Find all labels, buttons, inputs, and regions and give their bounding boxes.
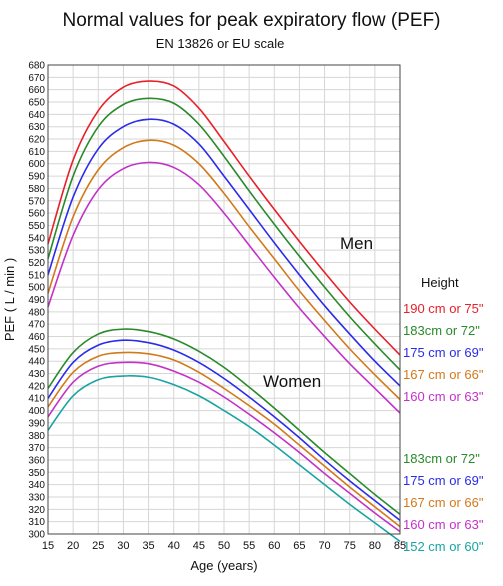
y-tick-label: 420 <box>28 381 45 392</box>
y-tick-label: 550 <box>28 221 45 232</box>
y-tick-label: 610 <box>28 147 45 158</box>
x-tick-label: 65 <box>293 540 305 552</box>
women-legend-entry: 175 cm or 69" <box>403 473 484 488</box>
men-legend-entry: 175 cm or 69" <box>403 345 484 360</box>
women-legend-entry: 160 cm or 63" <box>403 517 484 532</box>
chart-title: Normal values for peak expiratory flow (… <box>62 10 441 31</box>
x-tick-label: 35 <box>142 540 154 552</box>
y-tick-label: 330 <box>28 492 45 503</box>
x-tick-label: 55 <box>243 540 255 552</box>
y-tick-label: 670 <box>28 73 45 84</box>
y-tick-label: 380 <box>28 431 45 442</box>
plot-frame <box>47 64 401 535</box>
men-legend-entry: 183cm or 72" <box>403 323 480 338</box>
x-tick-label: 30 <box>117 540 129 552</box>
y-tick-label: 390 <box>28 418 45 429</box>
men-legend-entry: 160 cm or 63" <box>403 389 484 404</box>
y-tick-label: 440 <box>28 357 45 368</box>
chart-subtitle: EN 13826 or EU scale <box>155 36 285 51</box>
y-tick-label: 500 <box>28 283 45 294</box>
x-tick-label: 60 <box>268 540 280 552</box>
y-tick-label: 480 <box>28 307 45 318</box>
y-tick-label: 370 <box>28 443 45 454</box>
series-lines <box>47 80 401 543</box>
x-tick-label: 70 <box>318 540 330 552</box>
women-series-line <box>47 351 401 528</box>
y-tick-label: 510 <box>28 270 45 281</box>
y-tick-label: 520 <box>28 258 45 269</box>
x-tick-label: 20 <box>67 540 79 552</box>
y-tick-label: 680 <box>28 61 45 72</box>
y-tick-label: 660 <box>28 85 45 96</box>
women-legend-entry: 152 cm or 60" <box>403 539 484 554</box>
men-annotation: Men <box>340 234 373 253</box>
men-legend-entry: 190 cm or 75" <box>403 301 484 316</box>
y-tick-label: 350 <box>28 468 45 479</box>
y-tick-label: 570 <box>28 196 45 207</box>
y-tick-label: 400 <box>28 406 45 417</box>
y-tick-label: 620 <box>28 135 45 146</box>
y-tick-label: 310 <box>28 517 45 528</box>
y-tick-label: 460 <box>28 332 45 343</box>
y-tick-label: 470 <box>28 320 45 331</box>
y-tick-label: 560 <box>28 209 45 220</box>
legend: 190 cm or 75" 183cm or 72" 175 cm or 69" 16… <box>403 301 484 554</box>
y-tick-label: 530 <box>28 246 45 257</box>
x-tick-label: 15 <box>42 540 54 552</box>
x-tick-label: 25 <box>92 540 104 552</box>
y-tick-label: 340 <box>28 480 45 491</box>
men-series-line <box>47 97 401 371</box>
women-legend-entry: 167 cm or 66" <box>403 495 484 510</box>
grid-lines <box>47 64 401 535</box>
women-series-line <box>47 361 401 533</box>
women-series-line <box>47 339 401 522</box>
women-legend-entry: 183cm or 72" <box>403 451 480 466</box>
y-tick-label: 540 <box>28 233 45 244</box>
y-tick-label: 600 <box>28 159 45 170</box>
men-legend-entry: 167 cm or 66" <box>403 367 484 382</box>
y-tick-label: 490 <box>28 295 45 306</box>
men-series-line <box>47 118 401 387</box>
legend-title: Height <box>421 275 459 290</box>
y-tick-label: 590 <box>28 172 45 183</box>
x-tick-label: 80 <box>369 540 381 552</box>
women-series-line <box>47 328 401 515</box>
men-series-line <box>47 80 401 356</box>
x-axis-label: Age (years) <box>190 558 257 573</box>
x-tick-label: 40 <box>168 540 180 552</box>
x-tick-labels: 15 20 25 30 35 40 45 50 55 60 65 70 75 80 85 <box>42 540 406 552</box>
y-tick-labels: 3003103203303403503603703803904004104204… <box>28 61 45 541</box>
women-series-line <box>47 375 401 543</box>
y-tick-label: 580 <box>28 184 45 195</box>
y-tick-label: 300 <box>28 530 45 541</box>
x-tick-label: 85 <box>394 540 406 552</box>
y-tick-label: 450 <box>28 344 45 355</box>
y-axis-label: PEF ( L / min ) <box>2 258 17 341</box>
y-tick-label: 410 <box>28 394 45 405</box>
men-series-line <box>47 139 401 401</box>
y-tick-label: 320 <box>28 505 45 516</box>
women-annotation: Women <box>263 372 321 391</box>
y-tick-label: 630 <box>28 122 45 133</box>
x-tick-label: 45 <box>193 540 205 552</box>
y-tick-label: 430 <box>28 369 45 380</box>
y-tick-label: 650 <box>28 98 45 109</box>
x-tick-label: 75 <box>344 540 356 552</box>
y-tick-label: 640 <box>28 110 45 121</box>
men-series-line <box>47 161 401 414</box>
y-tick-label: 360 <box>28 455 45 466</box>
x-tick-label: 50 <box>218 540 230 552</box>
